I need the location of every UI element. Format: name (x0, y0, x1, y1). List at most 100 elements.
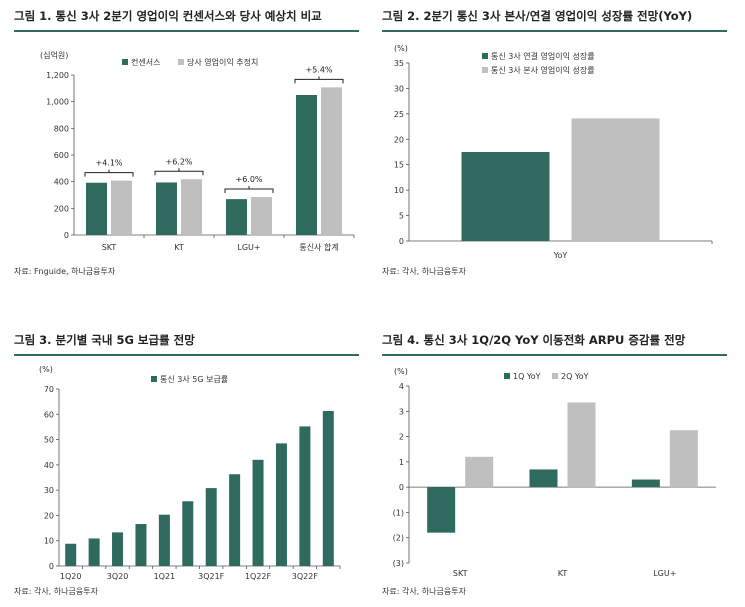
y-tick-label: 600 (54, 151, 69, 160)
legend-label: 1Q YoY (513, 372, 541, 381)
y-tick-label: 1 (399, 458, 404, 467)
bar (296, 95, 317, 235)
bar (427, 487, 456, 533)
bar (205, 488, 217, 566)
figure-1: 그림 1. 통신 3사 2분기 영업이익 컨센서스와 당사 예상치 비교 (십억… (14, 8, 359, 298)
y-tick-label: 1,000 (46, 98, 69, 107)
figure-3-source: 자료: 각사, 하나금융투자 (14, 587, 98, 596)
bar (669, 430, 698, 488)
bar (275, 443, 287, 566)
bar (112, 532, 124, 566)
x-tick-label: SKT (102, 243, 117, 252)
figure-4-source: 자료: 각사, 하나금융투자 (382, 587, 466, 596)
x-tick-label: 3Q20 (107, 572, 129, 581)
growth-label: +6.2% (165, 157, 192, 166)
legend-label: 2Q YoY (561, 372, 589, 381)
bar (226, 199, 247, 235)
y-tick-label: 30 (44, 486, 54, 495)
legend-swatch (178, 59, 184, 65)
y-tick-label: 0 (399, 483, 404, 492)
y-tick-label: 20 (394, 135, 404, 144)
bar (631, 479, 660, 488)
x-tick-label: KT (558, 569, 568, 578)
legend-swatch (482, 67, 488, 73)
growth-bracket (224, 186, 274, 193)
bar (322, 410, 334, 566)
figure-4-frame: (%) (3) (2) (1) 0 1 2 3 4 SKT KT LGU+ 1Q YoY 2Q YoY (382, 354, 727, 582)
y-tick-label: 0 (49, 562, 54, 571)
x-tick-label: YoY (553, 251, 568, 260)
x-tick-label: 1Q22F (245, 572, 272, 581)
unit-label: (%) (394, 367, 408, 376)
y-tick-label: 0 (399, 237, 404, 246)
figure-3-title: 그림 3. 분기별 국내 5G 보급률 전망 (14, 333, 195, 347)
x-tick-label: 통신사 합계 (299, 242, 338, 252)
y-tick-label: 10 (44, 537, 54, 546)
growth-label: +5.4% (305, 65, 332, 74)
x-tick-label: KT (174, 243, 184, 252)
legend-label: 당사 영업이익 추정치 (187, 57, 258, 67)
y-tick-label: 25 (394, 110, 404, 119)
chart-2: (%) 0 5 10 15 20 25 30 35 YoY 통신 3사 연결 영업이익 성장률통신 … (394, 44, 713, 260)
bar (299, 426, 311, 566)
legend-swatch (151, 376, 157, 382)
y-tick-label: 60 (44, 410, 54, 419)
unit-label: (%) (394, 44, 408, 53)
figure-1-source: 자료: Fnguide, 하나금융투자 (14, 267, 116, 276)
legend-swatch (552, 373, 558, 379)
x-tick-label: 3Q22F (292, 572, 319, 581)
chart-4: (%) (3) (2) (1) 0 1 2 3 4 SKT KT LGU+ 1Q YoY 2Q YoY (393, 367, 716, 578)
legend-label: 컨센서스 (131, 57, 160, 67)
unit-label: (십억원) (40, 50, 68, 60)
unit-label: (%) (39, 365, 53, 374)
y-tick-label: 10 (394, 186, 404, 195)
growth-bracket (154, 168, 204, 176)
y-tick-label: (2) (393, 534, 404, 543)
figure-2: 그림 2. 2분기 통신 3사 본사/연결 영업이익 성장률 전망(YoY) (… (382, 8, 732, 298)
legend-swatch (482, 53, 488, 59)
bar (529, 469, 558, 488)
y-tick-label: 1,200 (46, 71, 69, 80)
bar (181, 179, 202, 235)
x-tick-label: 1Q21 (154, 572, 176, 581)
y-tick-label: 5 (399, 212, 404, 221)
figure-1-title: 그림 1. 통신 3사 2분기 영업이익 컨센서스와 당사 예상치 비교 (14, 9, 322, 23)
bar (86, 182, 107, 235)
figure-3-frame: (%) 0 10 20 30 40 50 60 70 1Q20 3Q20 1Q21 3Q21F 1Q22F… (14, 354, 359, 582)
y-tick-label: 4 (399, 382, 404, 391)
y-tick-label: 35 (394, 59, 404, 68)
bar (182, 501, 194, 566)
x-tick-label: SKT (453, 569, 468, 578)
figure-4-title: 그림 4. 통신 3사 1Q/2Q YoY 이동전화 ARPU 증감률 전망 (382, 333, 686, 347)
figure-1-frame: (십억원) 0 200 400 600 800 1,000 1,200 SKT KT LGU+ 통신사… (14, 30, 359, 262)
y-tick-label: 70 (44, 385, 54, 394)
bar (88, 538, 100, 566)
x-tick-label: 3Q21F (198, 572, 225, 581)
bar (158, 514, 170, 566)
figure-4: 그림 4. 통신 3사 1Q/2Q YoY 이동전화 ARPU 증감률 전망 (… (382, 332, 732, 607)
bar (321, 87, 342, 236)
bar (252, 459, 264, 566)
y-tick-label: 800 (54, 124, 69, 133)
x-tick-label: LGU+ (653, 569, 676, 578)
legend-label: 통신 3사 연결 영업이익 성장률 (491, 51, 595, 61)
y-tick-label: 0 (64, 231, 69, 240)
figure-2-source: 자료: 각사, 하나금융투자 (382, 267, 466, 276)
chart-3: (%) 0 10 20 30 40 50 60 70 1Q20 3Q20 1Q21 3Q21F 1Q22F… (39, 365, 341, 581)
bar (465, 456, 494, 488)
y-tick-label: 30 (394, 84, 404, 93)
bar (229, 474, 241, 566)
y-tick-label: 20 (44, 511, 54, 520)
y-tick-label: (1) (393, 508, 404, 517)
legend-label: 통신 3사 5G 보급률 (160, 375, 228, 384)
y-tick-label: 50 (44, 436, 54, 445)
figure-3: 그림 3. 분기별 국내 5G 보급률 전망 (%) 0 10 20 30 40 50 60 7… (14, 332, 359, 607)
x-tick-label: LGU+ (237, 243, 260, 252)
growth-label: +4.1% (95, 159, 122, 168)
bar (461, 152, 550, 241)
bar (251, 197, 272, 235)
growth-bracket (294, 76, 344, 84)
legend-swatch (504, 373, 510, 379)
figure-2-title: 그림 2. 2분기 통신 3사 본사/연결 영업이익 성장률 전망(YoY) (382, 9, 693, 23)
legend-swatch (122, 59, 128, 65)
